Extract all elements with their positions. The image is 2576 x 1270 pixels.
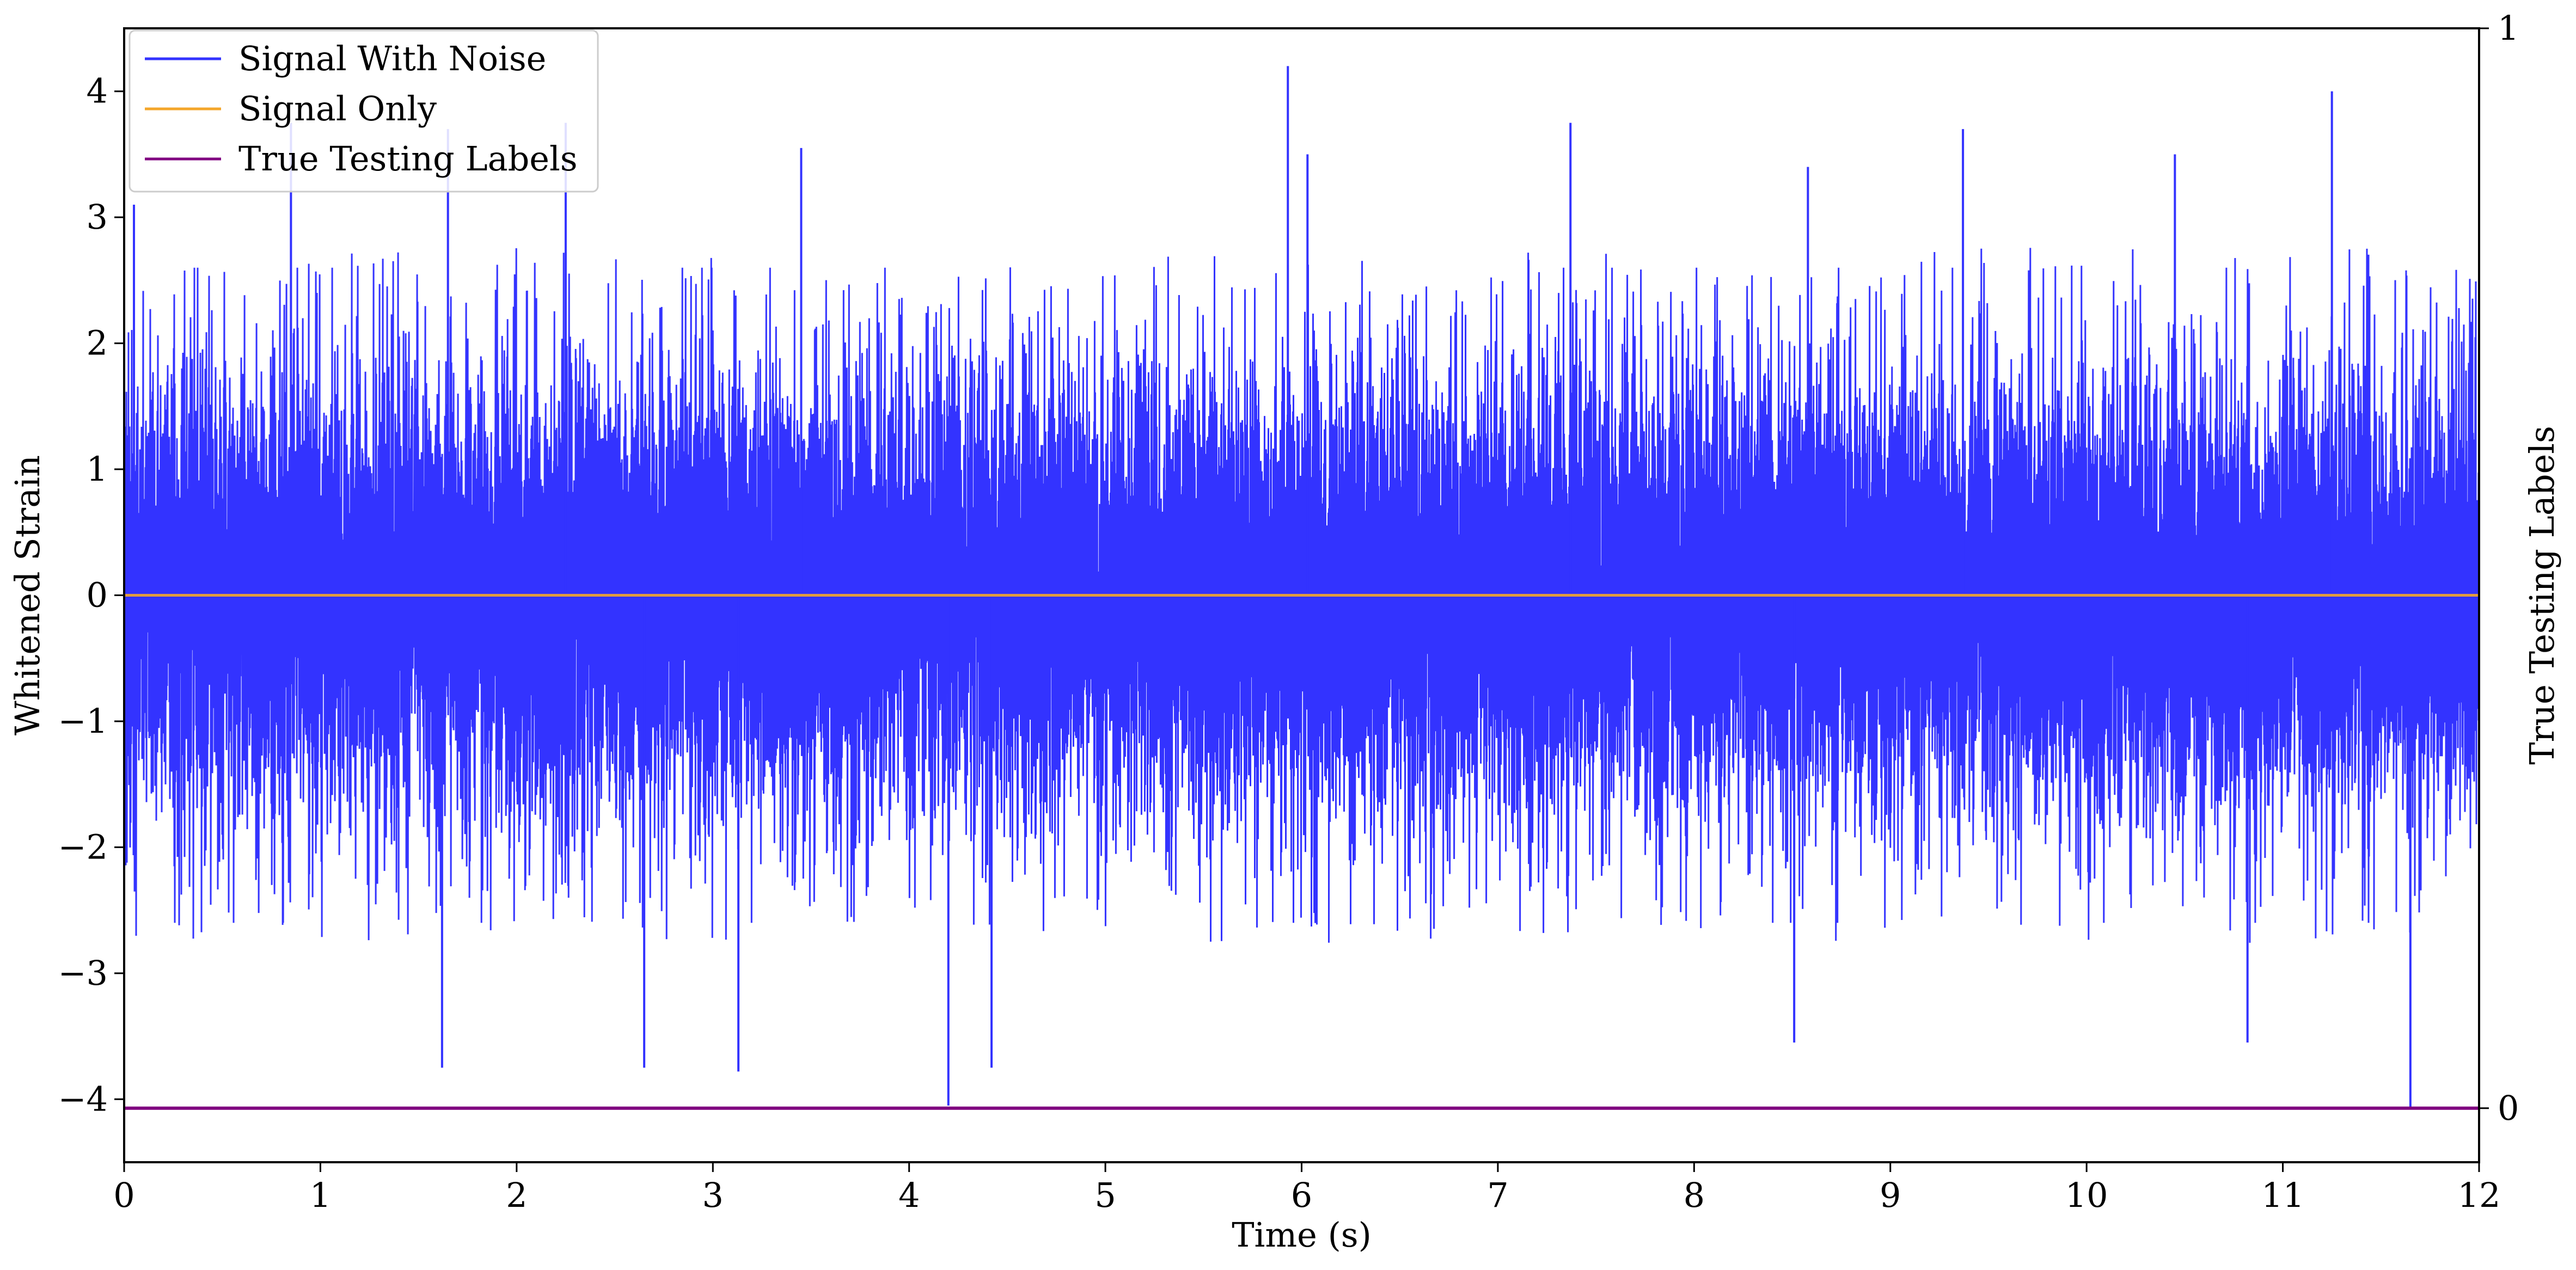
y2-tick-label: 1 <box>2498 8 2519 48</box>
y-tick-label: 2 <box>87 323 108 363</box>
x-tick-label: 3 <box>702 1175 724 1215</box>
legend: Signal With Noise Signal Only True Testi… <box>129 29 599 193</box>
y-tick-label: 0 <box>87 575 108 615</box>
y-axis-left: −4 −3 −2 −1 0 1 2 3 4 <box>58 71 124 1119</box>
x-tick-label: 9 <box>1880 1175 1901 1215</box>
series-signal-with-noise <box>124 248 2479 943</box>
x-tick-label: 12 <box>2458 1175 2501 1215</box>
y-tick-label: −3 <box>58 953 108 993</box>
x-axis: 0 1 2 3 4 5 6 7 8 9 10 11 12 <box>113 1162 2500 1215</box>
x-tick-label: 11 <box>2261 1175 2304 1215</box>
legend-label-signal-with-noise: Signal With Noise <box>238 39 546 78</box>
x-tick-label: 7 <box>1487 1175 1508 1215</box>
y-tick-label: −1 <box>58 701 108 741</box>
x-axis-label: Time (s) <box>1232 1215 1372 1255</box>
y-axis-label: Whitened Strain <box>8 455 47 735</box>
y-tick-label: 3 <box>87 197 108 237</box>
x-tick-label: 2 <box>506 1175 527 1215</box>
x-tick-label: 4 <box>898 1175 920 1215</box>
y-tick-label: −4 <box>58 1079 108 1119</box>
legend-box <box>129 29 599 193</box>
y-tick-label: −2 <box>58 827 108 867</box>
x-tick-label: 6 <box>1291 1175 1312 1215</box>
y2-tick-label: 0 <box>2498 1088 2519 1128</box>
legend-label-true-testing-labels: True Testing Labels <box>238 139 578 179</box>
x-tick-label: 8 <box>1684 1175 1705 1215</box>
y2-axis-label: True Testing Labels <box>2522 426 2562 765</box>
x-tick-label: 1 <box>310 1175 331 1215</box>
x-tick-label: 5 <box>1094 1175 1116 1215</box>
x-tick-label: 0 <box>113 1175 134 1215</box>
legend-label-signal-only: Signal Only <box>238 89 437 128</box>
y-axis-right: 01 <box>2479 8 2519 1128</box>
plot-area <box>124 66 2479 1110</box>
y-tick-label: 1 <box>87 449 108 489</box>
x-tick-label: 10 <box>2065 1175 2108 1215</box>
y-tick-label: 4 <box>87 71 108 111</box>
